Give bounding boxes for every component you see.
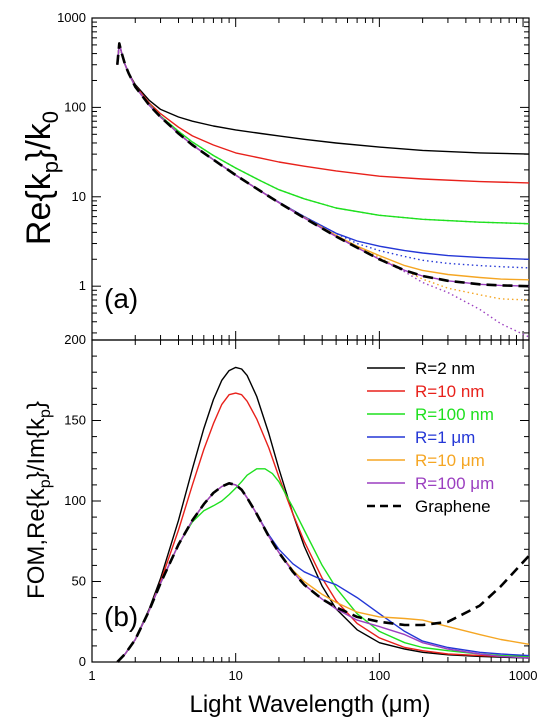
series-line xyxy=(116,392,530,663)
series-line xyxy=(116,42,530,338)
series-line xyxy=(116,42,530,155)
y-tick-label: 1000 xyxy=(57,10,86,25)
y-tick-label: 50 xyxy=(72,574,86,589)
x-tick-label: 1 xyxy=(88,668,95,683)
y-tick-label: 100 xyxy=(64,99,86,114)
panel-b-label: (b) xyxy=(104,601,138,632)
series-line xyxy=(116,482,530,663)
y-tick-label: 10 xyxy=(72,189,86,204)
panel-a-series xyxy=(116,42,530,338)
legend-label: R=1 μm xyxy=(415,428,475,447)
y-tick-label: 1 xyxy=(79,278,86,293)
series-line xyxy=(116,366,530,663)
x-tick-label: 1000 xyxy=(509,668,538,683)
legend-label: R=100 μm xyxy=(415,474,494,493)
series-line xyxy=(116,42,530,184)
legend: R=2 nm R=10 nm R=100 nm R=1 μm R=10 μm R=100 … xyxy=(367,359,494,516)
panel-a-ylabel: Re{kp}/k0 xyxy=(20,111,63,245)
panel-b-ticks: 1 10 100 1000 0 50 100 150 200 xyxy=(64,332,537,683)
series-line xyxy=(116,42,530,301)
series-line xyxy=(116,42,530,260)
series-line xyxy=(116,42,530,269)
legend-label: R=100 nm xyxy=(415,405,494,424)
legend-label: R=10 μm xyxy=(415,451,485,470)
series-line xyxy=(116,42,530,281)
legend-label: R=2 nm xyxy=(415,359,475,378)
series-line xyxy=(116,42,530,287)
legend-label: R=10 nm xyxy=(415,382,484,401)
panel-a-label: (a) xyxy=(104,283,138,314)
y-tick-label: 150 xyxy=(64,413,86,428)
panel-b-ylabel: FOM,Re{kp}/Im{kp} xyxy=(23,401,54,599)
series-line xyxy=(116,42,530,288)
x-tick-label: 100 xyxy=(369,668,391,683)
x-tick-label: 10 xyxy=(228,668,242,683)
y-tick-label: 100 xyxy=(64,493,86,508)
panel-b-series xyxy=(116,366,530,663)
y-tick-label: 200 xyxy=(64,332,86,347)
y-tick-label: 0 xyxy=(79,654,86,669)
legend-label: Graphene xyxy=(415,497,491,516)
xlabel: Light Wavelength (μm) xyxy=(189,691,430,718)
